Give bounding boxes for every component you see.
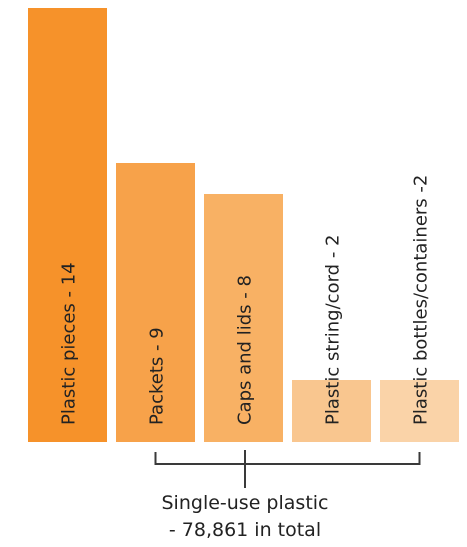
bracket-line — [154, 450, 421, 488]
caption-line-2: - 78,861 in total — [169, 519, 321, 541]
bar-plastic-bottles-containers — [380, 380, 459, 442]
bar-plastic-string-cord — [292, 380, 371, 442]
bar-labels-group: Plastic pieces - 14 Packets - 9 Caps and l… — [59, 175, 432, 425]
bars-group — [28, 8, 459, 442]
bar-label-packets: Packets - 9 — [147, 327, 168, 425]
bar-label-plastic-string-cord: Plastic string/cord - 2 — [323, 235, 344, 426]
bar-packets — [116, 163, 195, 442]
bar-plastic-pieces — [28, 8, 107, 442]
bar-label-plastic-bottles-containers: Plastic bottles/containers -2 — [411, 175, 432, 425]
bar-label-plastic-pieces: Plastic pieces - 14 — [59, 262, 80, 425]
bar-caps-and-lids — [204, 194, 283, 442]
single-use-bracket — [154, 450, 421, 488]
bar-label-caps-and-lids: Caps and lids - 8 — [235, 275, 256, 425]
caption-line-1: Single-use plastic — [162, 492, 329, 514]
